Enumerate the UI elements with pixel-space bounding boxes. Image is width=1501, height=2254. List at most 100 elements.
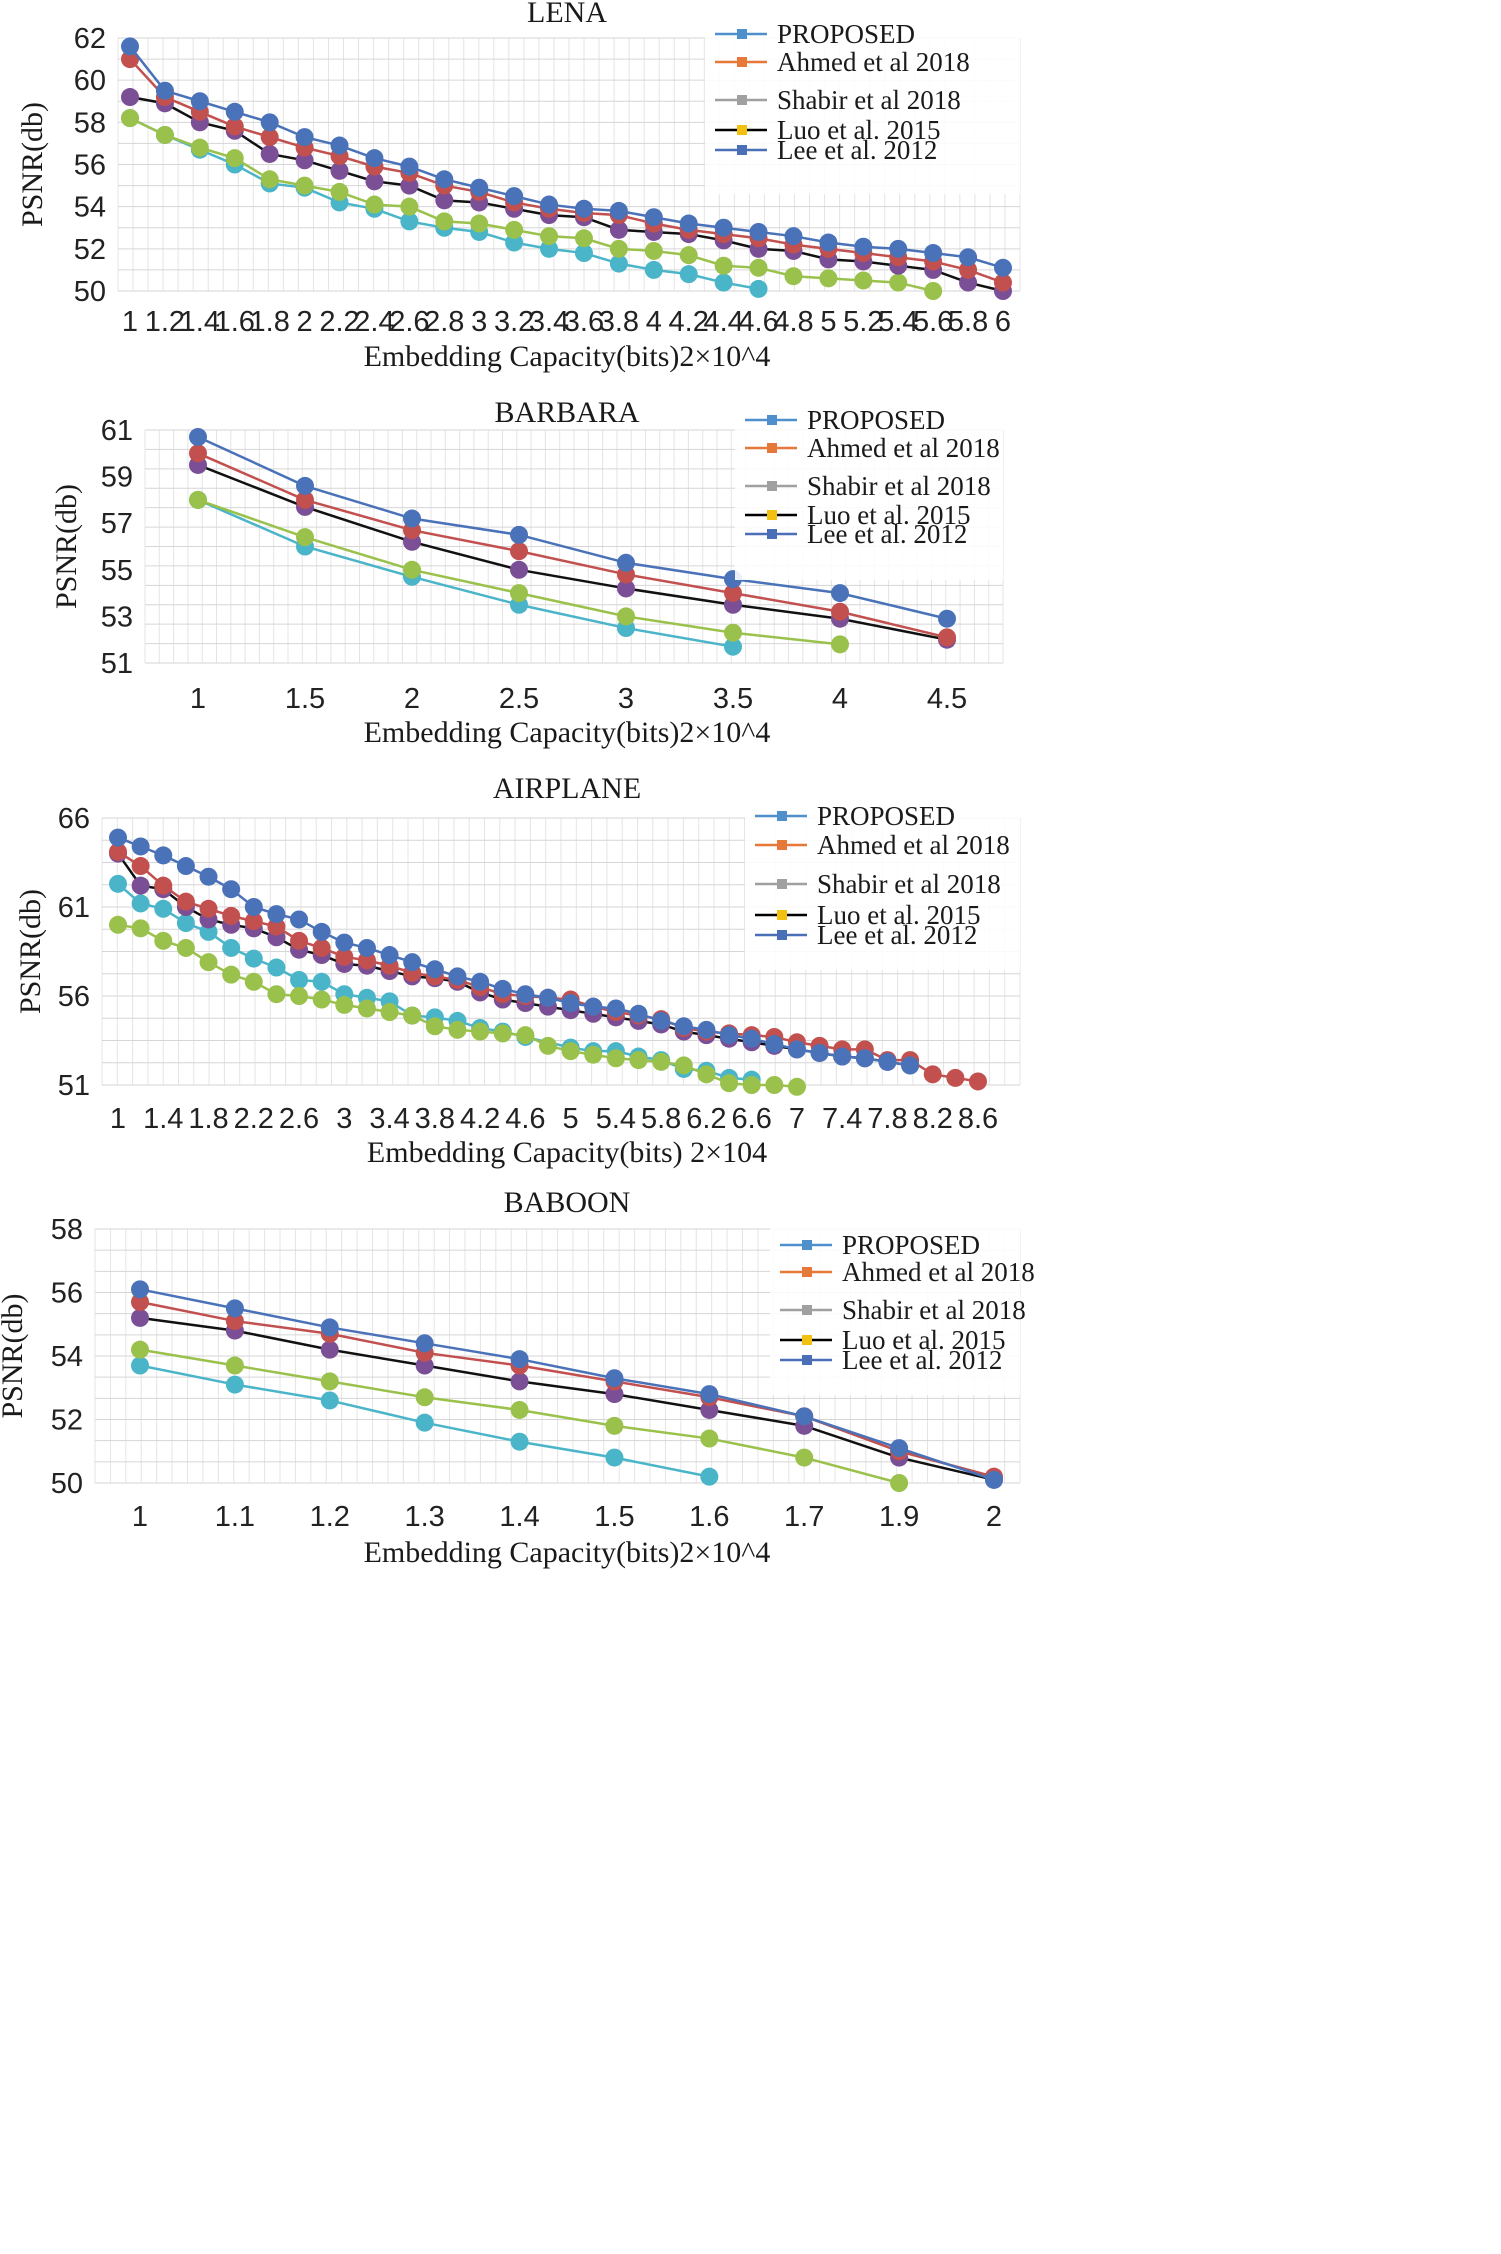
baboon-x-tick-label: 1.6 xyxy=(689,1501,729,1533)
lena-series-shabir-et-al-2018 xyxy=(121,109,943,300)
barbara-x-tick-label: 1.5 xyxy=(285,683,325,715)
baboon-x-tick-label: 1.7 xyxy=(784,1501,824,1533)
airplane-series-ahmed-et-al-2018-point xyxy=(969,1072,987,1091)
airplane-series-shabir-et-al-2018-point xyxy=(176,938,195,957)
lena-series-luo-et-al-2015-point xyxy=(959,273,978,292)
lena-series-shabir-et-al-2018-point xyxy=(609,239,628,258)
baboon-legend-marker xyxy=(802,1355,812,1365)
baboon-series-shabir-et-al-2018-point xyxy=(890,1474,909,1492)
airplane-series-lee-et-al-2012-point xyxy=(448,967,467,986)
lena-series-lee-et-al-2012-point xyxy=(225,102,244,121)
airplane-x-tick-label: 2.2 xyxy=(234,1103,274,1135)
lena-legend-label: Luo et al. 2015 xyxy=(777,115,940,145)
barbara-series-lee-et-al-2012-point xyxy=(617,553,635,572)
barbara-series-proposed-line xyxy=(197,498,734,648)
baboon-legend-item: Shabir et al 2018 xyxy=(780,1295,1026,1325)
lena-x-tick-label: 2.8 xyxy=(424,306,464,338)
airplane-series-shabir-et-al-2018-point xyxy=(199,953,218,972)
lena-series-shabir-et-al-2018-point xyxy=(260,170,279,189)
baboon-series-shabir-et-al-2018-point xyxy=(605,1416,624,1435)
airplane-series-lee-et-al-2012-point xyxy=(109,828,127,847)
lena-series-lee-et-al-2012 xyxy=(121,37,1012,277)
baboon-series-ahmed-et-al-2018-line xyxy=(139,1300,995,1478)
barbara-x-tick-label: 3.5 xyxy=(713,683,753,715)
lena-y-tick-label: 50 xyxy=(74,276,106,308)
baboon-series-lee-et-al-2012-point xyxy=(131,1280,149,1299)
barbara-y-tick-label: 51 xyxy=(101,648,133,680)
baboon-series-lee-et-al-2012-point xyxy=(700,1385,719,1404)
baboon-series-proposed-point xyxy=(320,1391,339,1410)
lena-x-tick-label: 5.2 xyxy=(843,306,883,338)
lena-legend-marker xyxy=(737,125,747,135)
airplane-legend-label: Shabir et al 2018 xyxy=(817,869,1001,899)
baboon-series-ahmed-et-al-2018-point xyxy=(131,1293,149,1312)
airplane-legend-item: Shabir et al 2018 xyxy=(755,869,1001,899)
airplane-x-tick-labels: 1 1.4 1.8 2.2 2.6 3 3.4 3.8 4.2 4.6 5 5.4 5.8 6.2 6.6 7… xyxy=(110,1103,998,1135)
barbara-series-shabir-et-al-2018-point xyxy=(510,584,528,603)
airplane-series-lee-et-al-2012-point xyxy=(787,1040,806,1059)
barbara-series-shabir-et-al-2018-point xyxy=(724,623,742,642)
baboon-legend-item: Luo et al. 2015 xyxy=(780,1325,1005,1355)
baboon-series-luo-et-al-2015-point xyxy=(320,1340,339,1359)
airplane-series-lee-et-al-2012-point xyxy=(312,922,331,941)
lena-series-luo-et-al-2015-point xyxy=(330,161,349,180)
baboon-series-lee-et-al-2012-line xyxy=(139,1288,995,1482)
airplane-series-lee-et-al-2012-point xyxy=(154,846,173,865)
barbara-legend-label: PROPOSED xyxy=(807,405,945,435)
airplane-series-shabir-et-al-2018-point xyxy=(448,1020,467,1039)
barbara-series-shabir-et-al-2018-point xyxy=(296,528,314,547)
airplane-legend-label: Ahmed et al 2018 xyxy=(817,830,1010,860)
barbara-series-luo-et-al-2015-point xyxy=(617,579,635,598)
barbara-x-tick-labels: 1 1.5 2 2.5 3 3.5 4 4.5 xyxy=(190,683,967,715)
baboon-series-lee-et-al-2012-point xyxy=(415,1334,434,1353)
airplane-series-lee-et-al-2012-point xyxy=(584,997,603,1016)
baboon-series-lee-et-al-2012-point xyxy=(510,1350,529,1369)
barbara-legend-item: Shabir et al 2018 xyxy=(745,471,991,501)
airplane-series-lee-et-al-2012-point xyxy=(674,1017,693,1036)
airplane-series-shabir-et-al-2018-point xyxy=(312,990,331,1009)
lena-series-luo-et-al-2015-point xyxy=(121,88,139,107)
barbara-y-tick-label: 55 xyxy=(101,555,133,587)
lena-y-axis-label: PSNR(db) xyxy=(16,102,49,227)
lena-y-tick-label: 60 xyxy=(74,65,106,97)
lena-series-lee-et-al-2012-point xyxy=(260,113,279,132)
baboon-series-luo-et-al-2015-point xyxy=(510,1372,529,1391)
airplane-series-shabir-et-al-2018-point xyxy=(244,972,263,991)
lena-series-shabir-et-al-2018-point xyxy=(190,138,209,157)
lena-series-proposed-point xyxy=(714,273,733,292)
lena-series-lee-et-al-2012-point xyxy=(714,218,733,237)
barbara-x-tick-label: 4 xyxy=(832,683,848,715)
lena-series-proposed-point xyxy=(679,265,698,284)
airplane-series-shabir-et-al-2018-point xyxy=(720,1074,739,1093)
lena-series-shabir-et-al-2018-point xyxy=(365,195,384,214)
airplane-series-luo-et-al-2015-point xyxy=(131,876,150,895)
barbara-series-lee-et-al-2012-point xyxy=(403,509,421,528)
barbara-legend-item: Lee et al. 2012 xyxy=(745,519,967,549)
airplane-series-ahmed-et-al-2018-point xyxy=(176,892,195,911)
airplane-legend-marker xyxy=(777,930,787,940)
airplane-series-ahmed-et-al-2018-point xyxy=(357,951,376,970)
baboon-x-tick-label: 1.5 xyxy=(594,1501,634,1533)
airplane-series-ahmed-et-al-2018-point xyxy=(946,1068,965,1087)
barbara-y-tick-label: 59 xyxy=(101,462,133,494)
baboon-series-lee-et-al-2012-point xyxy=(225,1299,244,1318)
lena-series-lee-et-al-2012-point xyxy=(679,214,698,233)
airplane-series-lee-et-al-2012-point xyxy=(855,1049,874,1068)
barbara-series-lee-et-al-2012-point xyxy=(189,427,207,446)
airplane-series-lee-et-al-2012-point xyxy=(493,979,512,998)
chart-baboon: BABOON PSNR(db) Embedding Capacity(bits)2×… xyxy=(0,1185,1501,2254)
baboon-x-tick-labels: 1 1.1 1.2 1.3 1.4 1.5 1.6 1.7 1.9 2 xyxy=(132,1501,1002,1533)
lena-series-ahmed-et-al-2018-point xyxy=(121,50,139,69)
barbara-y-tick-label: 61 xyxy=(101,415,133,447)
lena-x-tick-labels: 1 1.21.41.61.8 2 2.22.42.62.8 3 3.23.43.63.8 4… xyxy=(122,306,1011,338)
airplane-series-ahmed-et-al-2018-point xyxy=(244,912,263,931)
lena-x-tick-label: 4.2 xyxy=(669,306,709,338)
airplane-series-shabir-et-al-2018-point xyxy=(335,995,354,1014)
lena-y-tick-label: 52 xyxy=(74,234,106,266)
baboon-y-tick-label: 52 xyxy=(51,1405,83,1437)
airplane-series-lee-et-al-2012-point xyxy=(380,946,399,965)
airplane-series-proposed-point xyxy=(222,938,241,957)
barbara-series-ahmed-et-al-2018-line xyxy=(197,452,948,639)
lena-series-lee-et-al-2012-point xyxy=(854,237,873,256)
